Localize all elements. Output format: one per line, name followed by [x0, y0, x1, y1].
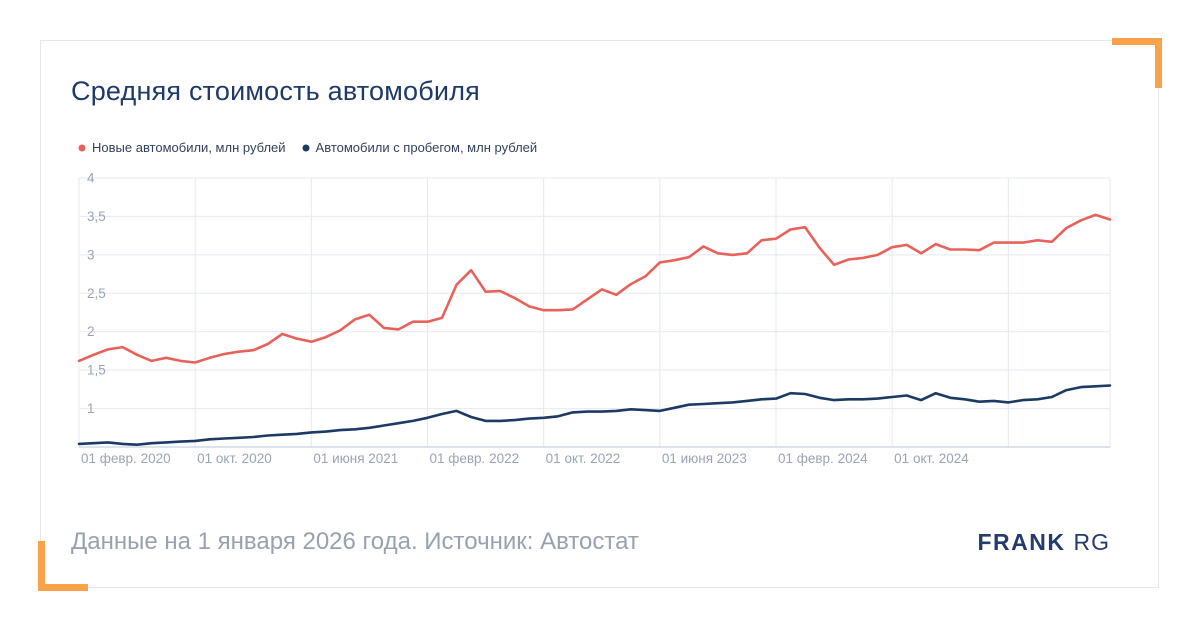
- footer: Данные на 1 января 2026 года. Источник: …: [71, 526, 1110, 558]
- chart-svg: 4 3,5 3 2,5 2 1,5 1 01 февр. 2020 01 окт. 2020 01…: [77, 171, 1112, 466]
- frank-rg-logo: FRANK RG: [978, 529, 1111, 556]
- series-line-used-cars: [77, 384, 1112, 447]
- legend-item-new-cars: Новые автомобили, млн рублей: [78, 140, 286, 155]
- y-tick-label: 3,5: [87, 209, 106, 224]
- series-line-new-cars: [77, 213, 1112, 364]
- chart-card: 4 3,5 3 2,5 2 1,5 1 01 февр. 2020 01 окт. 2020 01…: [38, 38, 1162, 591]
- logo-text-rg: RG: [1073, 528, 1110, 555]
- corner-accent-bottom-left-icon: [38, 541, 88, 591]
- x-tick-label: 01 июня 2023: [662, 451, 747, 466]
- x-tick-label: 01 окт. 2024: [894, 451, 969, 466]
- x-tick-label: 01 июня 2021: [313, 451, 398, 466]
- legend: Новые автомобили, млн рублей Автомобили …: [78, 140, 537, 155]
- x-tick-label: 01 окт. 2022: [546, 451, 621, 466]
- corner-accent-top-right-icon: [1112, 38, 1162, 88]
- y-tick-label: 1: [87, 401, 95, 416]
- legend-dot-new-cars-icon: [78, 144, 86, 151]
- x-tick-label: 01 окт. 2020: [197, 451, 272, 466]
- y-tick-label: 1,5: [87, 363, 106, 378]
- y-tick-label: 2: [87, 324, 95, 339]
- legend-label-used-cars: Автомобили с пробегом, млн рублей: [315, 140, 538, 155]
- legend-item-used-cars: Автомобили с пробегом, млн рублей: [302, 140, 538, 155]
- x-tick-label: 01 февр. 2020: [81, 451, 171, 466]
- x-tick-label: 01 февр. 2022: [430, 451, 520, 466]
- chart-title: Средняя стоимость автомобиля: [71, 76, 480, 106]
- logo-text-frank: FRANK: [977, 528, 1066, 555]
- x-tick-label: 01 февр. 2024: [778, 451, 868, 466]
- legend-label-new-cars: Новые автомобили, млн рублей: [92, 140, 286, 155]
- legend-dot-used-cars-icon: [302, 144, 310, 151]
- y-tick-label: 3: [87, 247, 95, 262]
- data-source-caption: Данные на 1 января 2026 года. Источник: …: [71, 528, 639, 555]
- y-tick-label: 4: [87, 171, 95, 186]
- y-tick-label: 2,5: [87, 286, 106, 301]
